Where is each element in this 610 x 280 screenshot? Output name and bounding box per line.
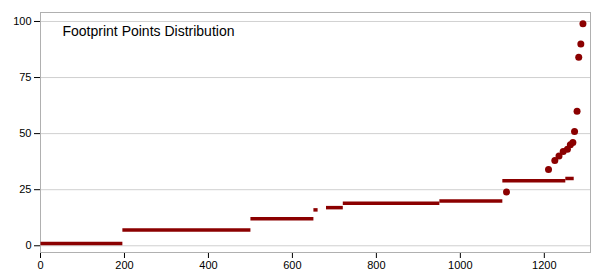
svg-text:Footprint Points Distribution: Footprint Points Distribution — [63, 23, 235, 39]
svg-text:0: 0 — [25, 239, 31, 251]
svg-text:1200: 1200 — [532, 259, 556, 271]
svg-text:50: 50 — [19, 127, 31, 139]
svg-text:25: 25 — [19, 183, 31, 195]
svg-text:200: 200 — [115, 259, 133, 271]
svg-text:600: 600 — [283, 259, 301, 271]
svg-text:100: 100 — [13, 15, 31, 27]
svg-text:800: 800 — [367, 259, 385, 271]
svg-text:0: 0 — [37, 259, 43, 271]
svg-text:75: 75 — [19, 71, 31, 83]
svg-text:1000: 1000 — [448, 259, 472, 271]
svg-text:400: 400 — [199, 259, 217, 271]
